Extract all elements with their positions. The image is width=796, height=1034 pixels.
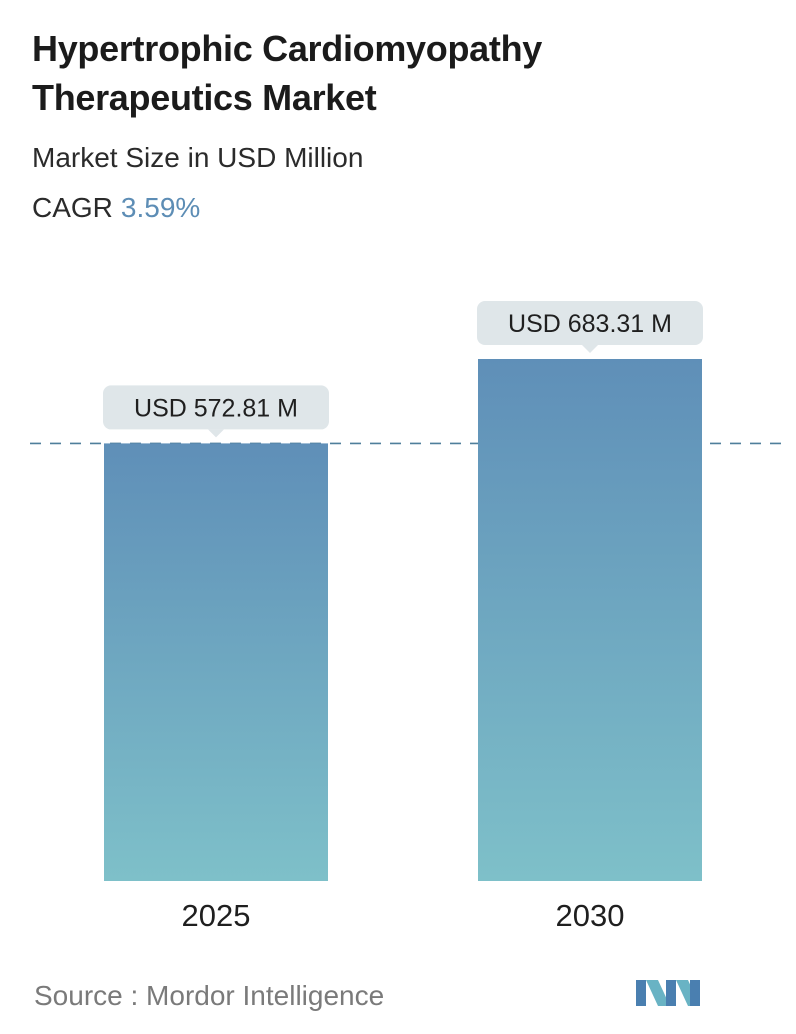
mordor-intelligence-logo-icon xyxy=(636,980,700,1006)
chart-title: Hypertrophic Cardiomyopathy Therapeutics… xyxy=(32,28,542,118)
data-label-2025: USD 572.81 M xyxy=(103,385,329,438)
data-label-box xyxy=(103,385,329,430)
x-tick-label-2030: 2030 xyxy=(556,898,625,933)
chart-subtitle: Market Size in USD Million xyxy=(32,142,364,173)
data-label-2030: USD 683.31 M xyxy=(477,301,703,353)
x-tick-label-2025: 2025 xyxy=(182,898,251,933)
cagr-label: CAGR xyxy=(32,192,113,223)
bar-2030 xyxy=(478,359,702,881)
data-label-text: USD 683.31 M xyxy=(508,310,672,338)
source-text: Source : Mordor Intelligence xyxy=(34,980,385,1011)
data-label-box xyxy=(477,301,703,345)
data-label-text: USD 572.81 M xyxy=(134,394,298,422)
bar-2025 xyxy=(104,443,328,881)
cagr-value: 3.59% xyxy=(120,192,201,223)
cagr-line: CAGR 3.59% xyxy=(32,190,200,226)
data-label-pointer xyxy=(582,345,598,353)
data-label-pointer xyxy=(208,429,224,438)
